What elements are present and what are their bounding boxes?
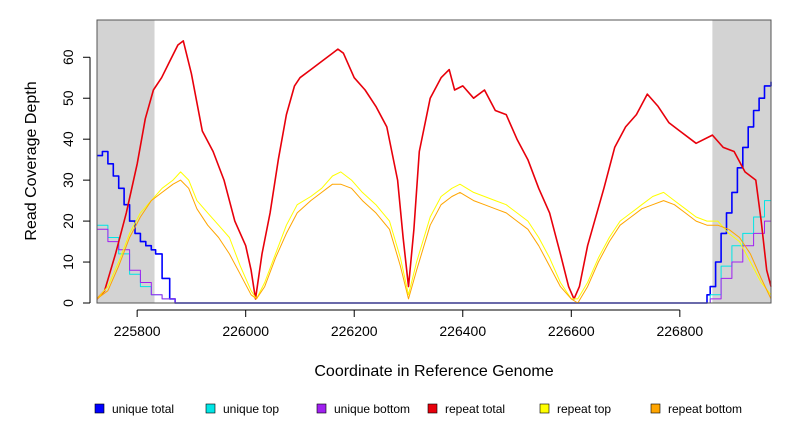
x-tick-label: 226400	[439, 323, 486, 339]
legend-label: repeat top	[557, 402, 611, 416]
shaded-region-0	[97, 20, 155, 303]
legend-item-repeat-top: repeat top	[539, 402, 611, 416]
y-axis: 0 10 20 30 40 50 60	[60, 49, 91, 307]
legend-item-repeat-total: repeat total	[427, 402, 505, 416]
shaded-region-1	[712, 20, 771, 303]
y-tick-label: 10	[60, 254, 76, 270]
x-axis-title: Coordinate in Reference Genome	[314, 363, 553, 380]
series-repeat-total	[96, 40, 772, 300]
x-tick-label: 225800	[114, 323, 161, 339]
legend-item-unique-bottom: unique bottom	[316, 402, 410, 416]
x-tick-label: 226800	[656, 323, 703, 339]
legend-label: unique total	[112, 402, 174, 416]
y-tick-label: 40	[60, 131, 76, 147]
y-tick-label: 0	[60, 299, 76, 307]
plot-frame	[96, 19, 772, 304]
legend-label: unique bottom	[334, 402, 410, 416]
shaded-regions	[97, 20, 771, 303]
x-tick-label: 226600	[548, 323, 595, 339]
legend-item-repeat-bottom: repeat bottom	[650, 402, 742, 416]
series-repeat-top	[96, 171, 772, 300]
series-unique-bottom	[97, 200, 772, 304]
legend-swatch	[427, 403, 438, 414]
legend-swatch	[316, 403, 327, 414]
legend-label: repeat total	[445, 402, 505, 416]
y-tick-label: 50	[60, 90, 76, 106]
legend-swatch	[205, 403, 216, 414]
legend-label: unique top	[223, 402, 279, 416]
legend-swatch	[650, 403, 661, 414]
series-lines	[96, 40, 772, 304]
y-tick-label: 60	[60, 49, 76, 65]
x-tick-label: 226000	[222, 323, 269, 339]
series-unique-total	[97, 81, 772, 304]
legend-item-unique-total: unique total	[94, 402, 174, 416]
legend-label: repeat bottom	[668, 402, 742, 416]
y-axis-title: Read Coverage Depth	[23, 81, 40, 240]
legend: unique total unique top unique bottom repea…	[94, 402, 742, 416]
y-tick-label: 20	[60, 213, 76, 229]
legend-swatch	[539, 403, 550, 414]
x-tick-label: 226200	[331, 323, 378, 339]
legend-item-unique-top: unique top	[205, 402, 279, 416]
y-tick-label: 30	[60, 172, 76, 188]
series-repeat-bottom	[96, 179, 772, 304]
legend-swatch	[94, 403, 105, 414]
x-axis: 225800 226000 226200 226400 226600 226800	[114, 309, 703, 339]
